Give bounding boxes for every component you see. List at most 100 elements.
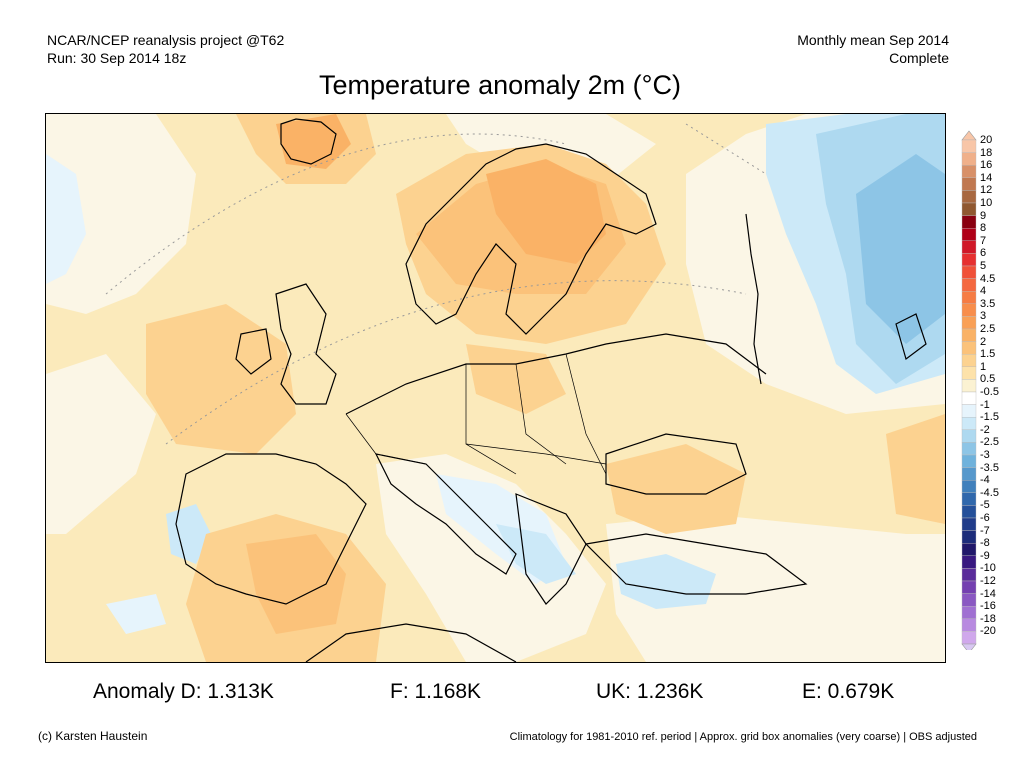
legend-label: 2 (980, 335, 987, 348)
legend-label: 5 (980, 260, 987, 272)
legend-label: 6 (980, 247, 987, 260)
legend-swatch (961, 379, 977, 393)
coast-novaya-line (745, 213, 762, 385)
map-title: Temperature anomaly 2m (°C) (319, 70, 681, 100)
coast-turkey (584, 533, 808, 595)
coast-scandinavia (405, 143, 657, 335)
legend-label: -9 (980, 549, 990, 562)
border-ukraine (565, 353, 607, 475)
legend-swatch (961, 316, 977, 330)
legend-label: -4.5 (980, 486, 999, 499)
legend-swatch (961, 429, 977, 443)
graticule (105, 123, 767, 445)
period-label: Monthly mean Sep 2014 (797, 32, 949, 48)
legend-label: 1.5 (980, 348, 996, 361)
coast-north-africa (305, 623, 517, 662)
anomaly-region-warm-iberia-core (246, 534, 346, 634)
coast-ireland (235, 328, 272, 375)
status-label: Complete (889, 50, 949, 66)
anomaly-map (45, 113, 946, 663)
legend-label: 7 (980, 234, 987, 247)
legend-swatch (961, 190, 977, 204)
run-label: Run: 30 Sep 2014 18z (47, 50, 187, 66)
anomaly-region-warm-scandinavia-core (486, 159, 606, 264)
legend-swatch (961, 505, 977, 519)
stat-germany: Anomaly D: 1.313K (93, 680, 274, 703)
model-label: NCAR/NCEP reanalysis project @T62 (47, 32, 285, 48)
legend-swatch (961, 530, 977, 544)
legend-swatch (961, 454, 977, 468)
legend-label: -2.5 (980, 436, 999, 449)
legend-swatch (961, 328, 977, 342)
stat-europe: E: 0.679K (802, 680, 895, 703)
coast-iberia (175, 453, 367, 605)
legend-label: 1 (980, 360, 987, 373)
legend-swatch (961, 391, 977, 405)
legend-label: 0.5 (980, 373, 996, 386)
legend-label: -1.5 (980, 411, 999, 424)
legend-swatch (961, 240, 977, 254)
header-left: NCAR/NCEP reanalysis project @T62 Run: 3… (47, 31, 284, 67)
legend-swatch (961, 152, 977, 166)
legend-swatch (961, 290, 977, 304)
coast-iceland (280, 118, 337, 165)
legend-label: -8 (980, 537, 990, 550)
legend-label: 10 (980, 197, 993, 209)
legend-label: 3 (980, 310, 987, 323)
legend-label: -14 (980, 587, 996, 600)
anomaly-region-cool-balkan-core (496, 524, 576, 584)
legend-arrow-bottom (961, 643, 977, 650)
legend-swatch (961, 366, 977, 380)
border-france (345, 413, 427, 465)
anomaly-region-warm-blacksea (606, 444, 746, 534)
anomaly-region-neutral-west (46, 114, 196, 314)
legend-swatch (961, 568, 977, 582)
legend-label: 3.5 (980, 297, 996, 310)
legend-swatch (961, 215, 977, 229)
legend-label: 2.5 (980, 323, 996, 335)
legend-label: 8 (980, 222, 987, 235)
legend-label: 4.5 (980, 272, 996, 285)
legend-label: -10 (980, 562, 996, 575)
anomaly-region-warm-iceland-core (276, 114, 351, 169)
border-poland (515, 363, 567, 465)
copyright: (c) Karsten Haustein (38, 729, 148, 743)
graticule-lon-1 (685, 123, 767, 175)
coast-great-britain (275, 283, 337, 405)
legend-colorbar (961, 130, 977, 650)
anomaly-region-neutral-balkans (376, 454, 606, 662)
legend-swatch (961, 253, 977, 267)
legend-swatch (961, 631, 977, 645)
legend-label: -4 (980, 474, 990, 487)
legend-label: -2 (980, 423, 990, 436)
legend-label: 12 (980, 184, 993, 197)
legend-label: 4 (980, 285, 987, 298)
legend-swatch (961, 555, 977, 569)
legend-swatch (961, 404, 977, 418)
legend-label: -6 (980, 512, 990, 524)
coast-italy (374, 453, 517, 575)
header-right: Monthly mean Sep 2014 Complete (797, 31, 949, 67)
map-canvas (46, 114, 945, 662)
legend-swatch (961, 517, 977, 531)
legend-swatch (961, 165, 977, 179)
anomaly-region-warm-uk (146, 304, 296, 454)
legend-swatch (961, 353, 977, 367)
legend-label: -20 (980, 625, 996, 638)
legend-swatch (961, 341, 977, 355)
stats-row: Anomaly D: 1.313K F: 1.168K UK: 1.236K E… (0, 680, 1024, 708)
anomaly-region-neutral-atlantic (46, 354, 156, 534)
legend-swatch (961, 467, 977, 481)
legend-swatch (961, 177, 977, 191)
anomaly-region-cool-urals-max (856, 154, 945, 344)
legend-label: -1 (980, 398, 990, 411)
legend-swatch (961, 278, 977, 292)
stat-uk: UK: 1.236K (596, 680, 704, 703)
legend-swatch (961, 606, 977, 620)
climatology-note: Climatology for 1981-2010 ref. period | … (509, 731, 977, 743)
anomaly-region-cool-atlantic (46, 154, 86, 284)
legend-swatch (961, 265, 977, 279)
legend-swatch (961, 618, 977, 632)
legend-swatch (961, 417, 977, 431)
legend-arrow-top (961, 130, 977, 141)
